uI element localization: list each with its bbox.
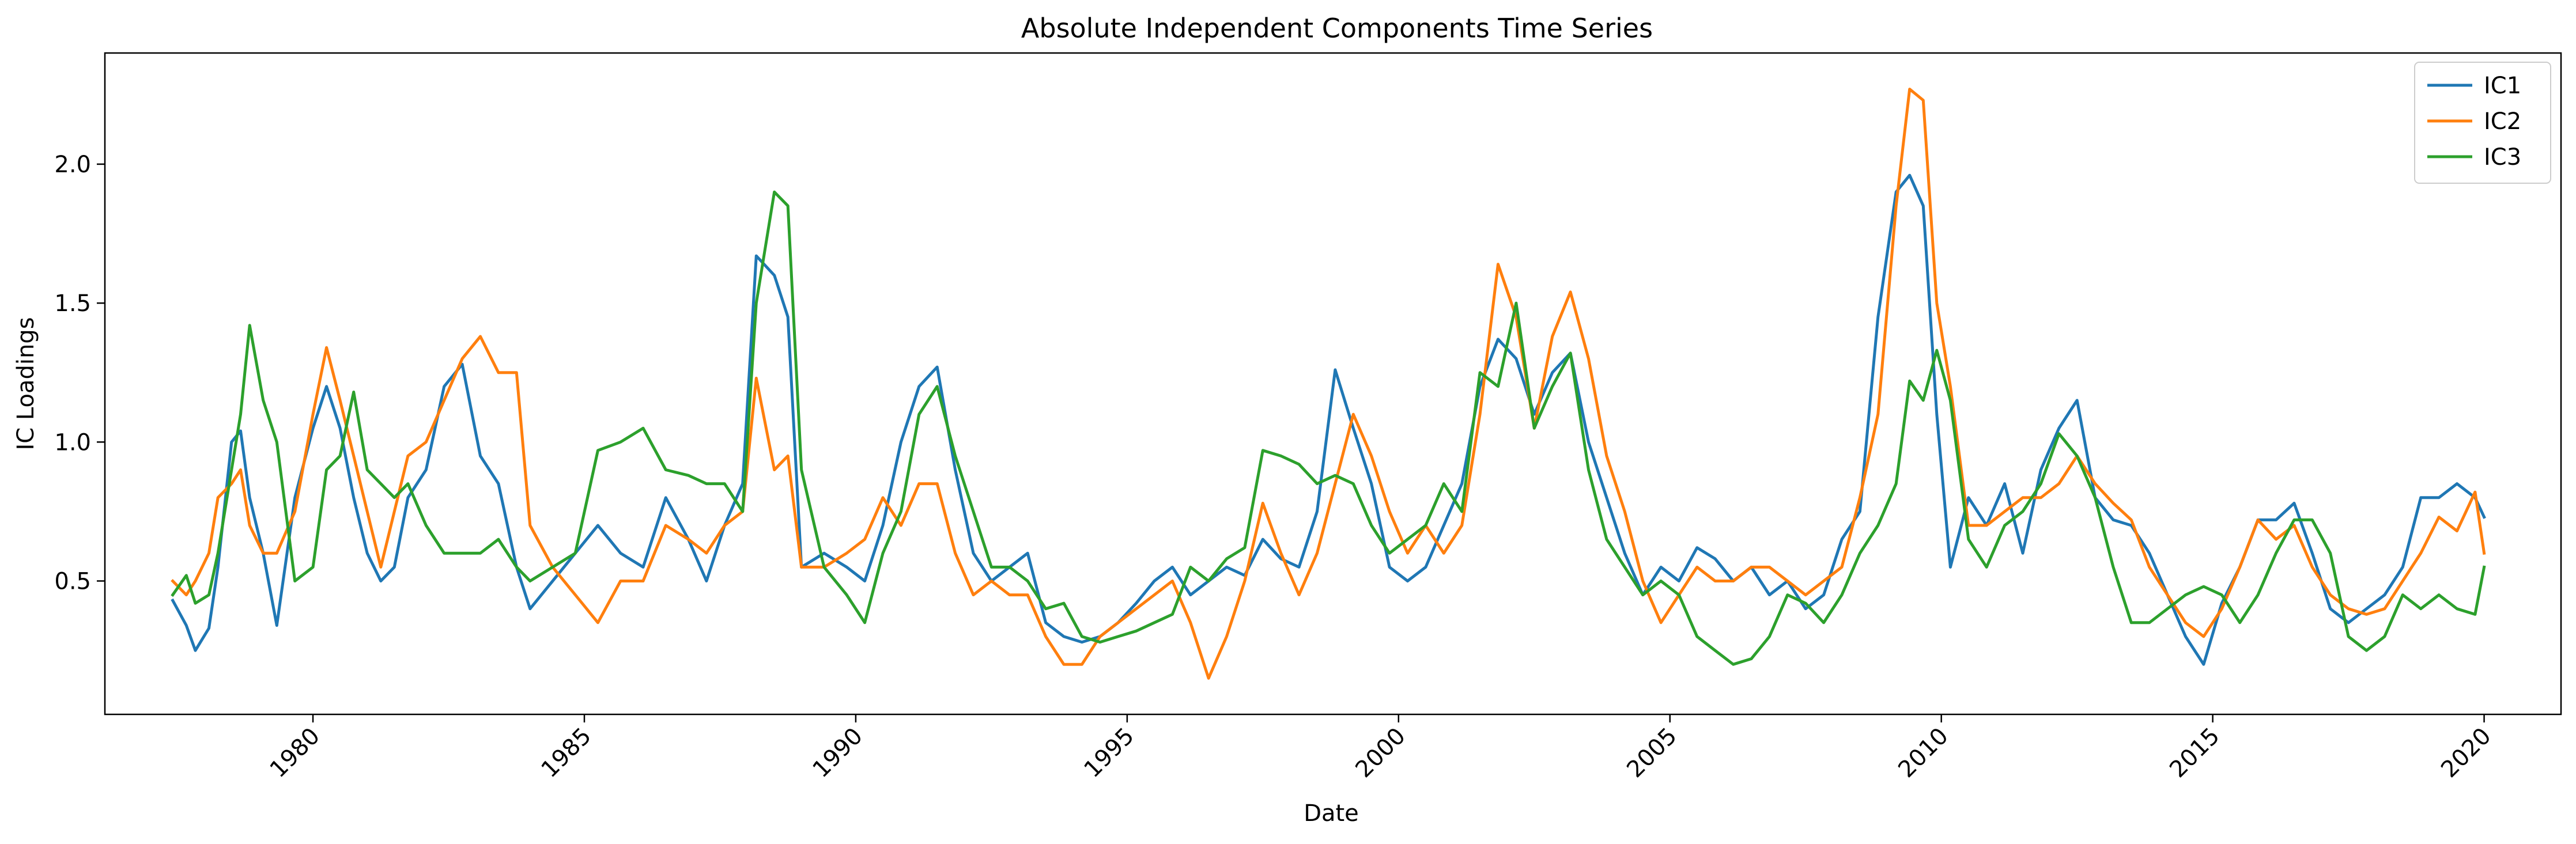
legend-label-ic2: IC2 [2484, 108, 2521, 135]
legend-box [2414, 62, 2551, 184]
series-layer [171, 88, 2486, 680]
y-tick-label: 0.5 [54, 568, 91, 595]
chart-title: Absolute Independent Components Time Ser… [1021, 13, 1653, 44]
y-tick-label: 1.5 [54, 290, 91, 317]
series-line-ic2 [171, 88, 2486, 680]
legend-label-ic3: IC3 [2484, 144, 2521, 171]
plot-frame [104, 52, 2562, 716]
y-axis-label: IC Loadings [13, 317, 39, 450]
y-tick-label: 2.0 [54, 152, 91, 178]
series-line-ic3 [171, 190, 2486, 666]
plot-area [104, 52, 2562, 716]
legend: IC1 IC2 IC3 [2414, 62, 2551, 184]
y-axis: 0.5 1.0 1.5 2.0 [54, 152, 105, 595]
y-tick-label: 1.0 [54, 429, 91, 456]
x-axis-label: Date [1304, 800, 1359, 827]
legend-label-ic1: IC1 [2484, 73, 2521, 99]
